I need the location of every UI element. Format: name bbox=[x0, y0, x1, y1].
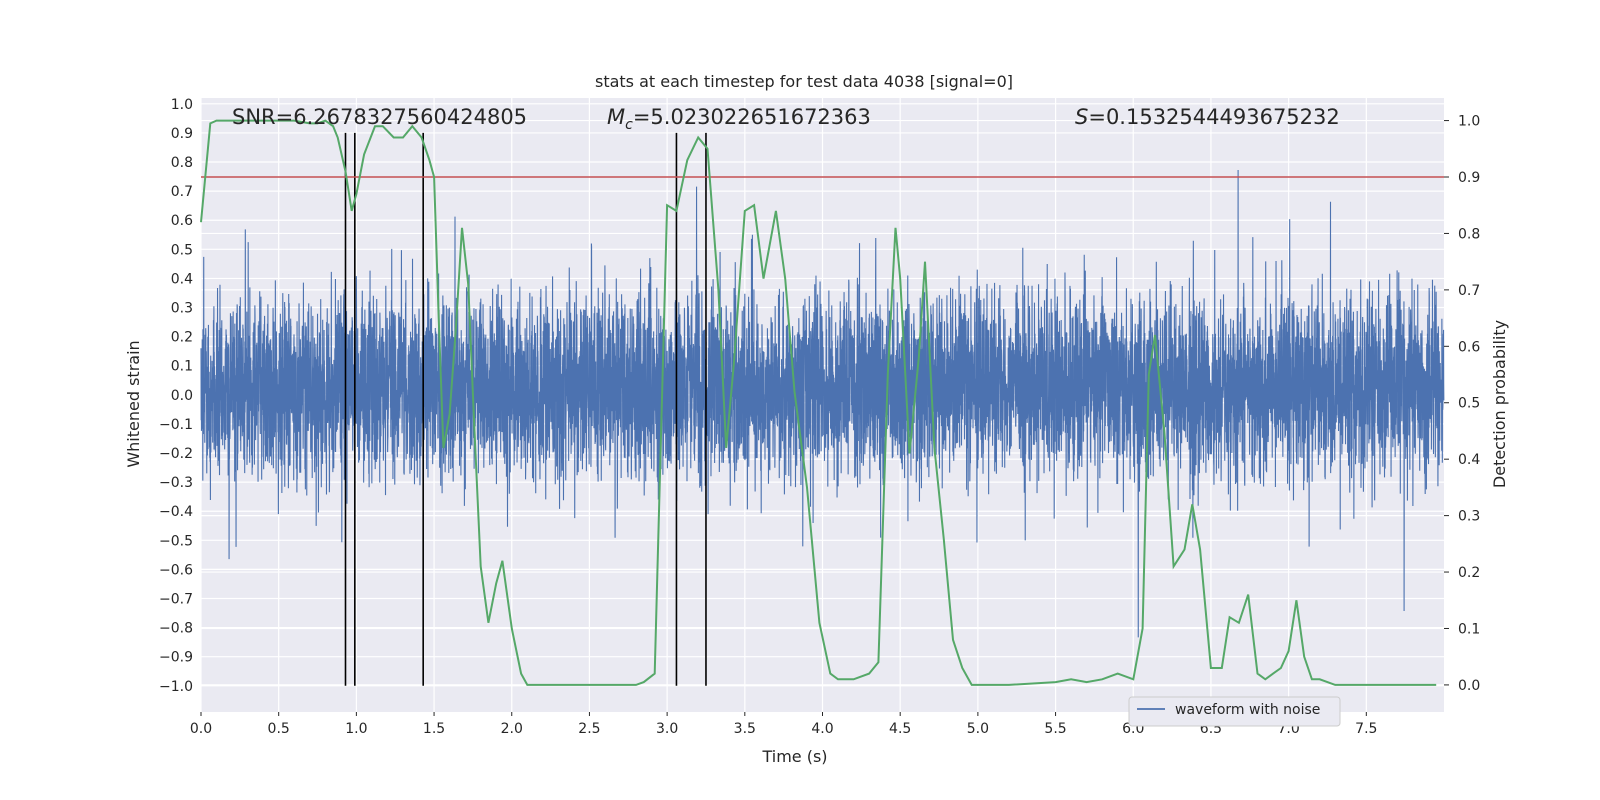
left-y-tick-label-1: 0.9 bbox=[171, 126, 193, 142]
left-y-tick-label-10: 0.0 bbox=[171, 388, 193, 404]
left-y-tick-label-15: −0.5 bbox=[159, 533, 193, 549]
right-y-tick-label-9: 0.1 bbox=[1458, 621, 1480, 637]
right-y-tick-label-1: 0.9 bbox=[1458, 170, 1480, 186]
left-y-tick-label-11: −0.1 bbox=[159, 417, 193, 433]
legend: waveform with noise bbox=[1128, 696, 1341, 727]
x-tick-label-5: 2.5 bbox=[578, 721, 600, 737]
chirp-mass-value: =5.023022651672363 bbox=[633, 105, 871, 129]
right-y-axis-ticks: 1.0 0.9 0.8 0.7 0.6 0.5 0.4 0.3 0.2 0.1 0.0 bbox=[1444, 114, 1480, 694]
x-tick-label-3: 1.5 bbox=[423, 721, 445, 737]
x-tick-label-8: 4.0 bbox=[811, 721, 833, 737]
chart-title: stats at each timestep for test data 403… bbox=[595, 72, 1013, 91]
vertical-markers bbox=[344, 132, 707, 686]
left-y-tick-label-19: −0.9 bbox=[159, 650, 193, 666]
snr-annotation: SNR=6.2678327560424805 bbox=[232, 105, 527, 129]
right-y-tick-label-8: 0.2 bbox=[1458, 565, 1480, 581]
x-tick-label-11: 5.5 bbox=[1044, 721, 1066, 737]
chirp-mass-annotation: Mc=5.023022651672363 bbox=[607, 105, 871, 133]
x-tick-label-4: 2.0 bbox=[501, 721, 523, 737]
left-y-tick-label-6: 0.4 bbox=[171, 271, 193, 287]
left-y-tick-label-0: 1.0 bbox=[171, 97, 193, 113]
right-y-tick-label-4: 0.6 bbox=[1458, 339, 1480, 355]
right-y-tick-label-5: 0.5 bbox=[1458, 396, 1480, 412]
left-y-tick-label-8: 0.2 bbox=[171, 330, 193, 346]
x-tick-label-10: 5.0 bbox=[967, 721, 989, 737]
right-y-axis-label: Detection probability bbox=[1490, 320, 1509, 488]
score-value: =0.1532544493675232 bbox=[1088, 105, 1339, 129]
x-tick-label-7: 3.5 bbox=[734, 721, 756, 737]
legend-box bbox=[1128, 696, 1341, 727]
left-y-tick-label-3: 0.7 bbox=[171, 184, 193, 200]
detection-probability-series bbox=[200, 119, 1437, 686]
left-y-tick-label-18: −0.8 bbox=[159, 621, 193, 637]
score-symbol: S bbox=[1075, 105, 1088, 129]
x-tick-label-6: 3.0 bbox=[656, 721, 678, 737]
legend-entry-waveform: waveform with noise bbox=[1175, 702, 1320, 718]
x-tick-label-9: 4.5 bbox=[889, 721, 911, 737]
left-y-tick-label-9: 0.1 bbox=[171, 359, 193, 375]
left-y-tick-label-12: −0.2 bbox=[159, 446, 193, 462]
x-axis-label: Time (s) bbox=[761, 747, 827, 766]
left-y-axis-label: Whitened strain bbox=[124, 340, 143, 467]
right-y-tick-label-3: 0.7 bbox=[1458, 283, 1480, 299]
left-y-tick-label-2: 0.8 bbox=[171, 155, 193, 171]
x-tick-label-0: 0.0 bbox=[190, 721, 212, 737]
waveform-series bbox=[200, 169, 1445, 638]
x-tick-label-2: 1.0 bbox=[345, 721, 367, 737]
x-tick-label-15: 7.5 bbox=[1355, 721, 1377, 737]
left-y-tick-label-4: 0.6 bbox=[171, 213, 193, 229]
left-y-tick-label-20: −1.0 bbox=[159, 679, 193, 695]
score-annotation: S=0.1532544493675232 bbox=[1075, 105, 1340, 129]
left-y-axis-ticks: 1.0 0.9 0.8 0.7 0.6 0.5 0.4 0.3 0.2 0.1 0.0 −0.1 −0.… bbox=[159, 97, 193, 695]
left-y-tick-label-7: 0.3 bbox=[171, 301, 193, 317]
left-y-tick-label-13: −0.3 bbox=[159, 475, 193, 491]
detection-probability-line bbox=[200, 119, 1437, 686]
waveform-line bbox=[200, 169, 1445, 638]
right-y-tick-label-7: 0.3 bbox=[1458, 509, 1480, 525]
right-y-tick-label-6: 0.4 bbox=[1458, 452, 1480, 468]
right-y-tick-label-2: 0.8 bbox=[1458, 226, 1480, 242]
x-tick-label-1: 0.5 bbox=[268, 721, 290, 737]
left-y-tick-label-14: −0.4 bbox=[159, 504, 193, 520]
left-y-tick-label-5: 0.5 bbox=[171, 242, 193, 258]
chirp-mass-symbol: M bbox=[607, 105, 625, 129]
right-y-tick-label-10: 0.0 bbox=[1458, 678, 1480, 694]
left-y-tick-label-16: −0.6 bbox=[159, 562, 193, 578]
chirp-mass-subscript: c bbox=[625, 117, 633, 133]
right-y-tick-label-0: 1.0 bbox=[1458, 114, 1480, 130]
left-y-tick-label-17: −0.7 bbox=[159, 592, 193, 608]
